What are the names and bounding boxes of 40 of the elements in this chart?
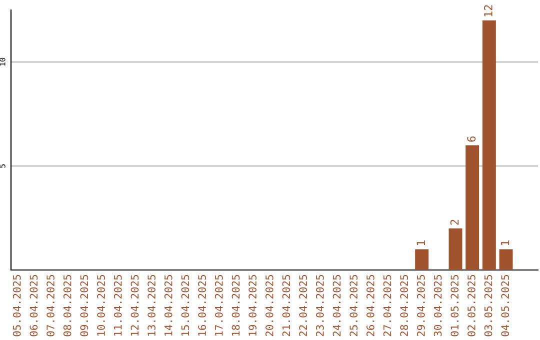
bar	[448, 228, 462, 270]
x-tick-label: 01.05.2025	[450, 275, 459, 336]
x-tick-label: 25.04.2025	[350, 275, 358, 336]
x-tick-label: 05.04.2025	[12, 275, 21, 336]
data-label: 6	[467, 136, 476, 142]
x-tick-label: 06.04.2025	[30, 275, 38, 336]
x-tick-label: 20.04.2025	[265, 275, 274, 336]
x-tick-label: 04.05.2025	[501, 275, 510, 336]
x-tick-label: 16.04.2025	[198, 275, 206, 336]
x-tick-label: 17.04.2025	[214, 275, 223, 336]
x-tick-label: 03.05.2025	[484, 275, 492, 336]
x-tick-label: 30.04.2025	[434, 275, 442, 336]
data-label: 12	[484, 5, 492, 16]
data-label: 2	[450, 220, 459, 225]
data-label: 1	[501, 240, 510, 246]
x-tick-label: 13.04.2025	[148, 275, 156, 336]
x-tick-label: 27.04.2025	[383, 275, 392, 336]
x-tick-label: 19.04.2025	[248, 275, 257, 336]
x-tick-label: 09.04.2025	[80, 275, 88, 336]
bar	[482, 20, 496, 270]
data-label: 1	[416, 240, 425, 246]
x-tick-label: 29.04.2025	[416, 275, 425, 336]
x-tick-label: 10.04.2025	[97, 275, 105, 336]
bar	[415, 249, 429, 270]
x-tick-label: 07.04.2025	[46, 275, 54, 336]
x-tick-label: 18.04.2025	[232, 275, 240, 336]
x-tick-label: 14.04.2025	[164, 275, 172, 336]
x-tick-label: 15.04.2025	[181, 275, 190, 336]
bar	[499, 249, 513, 270]
bar	[466, 145, 480, 270]
x-tick-label: 08.04.2025	[63, 275, 72, 336]
x-tick-label: 02.05.2025	[468, 275, 476, 336]
x-tick-label: 21.04.2025	[282, 275, 290, 336]
x-tick-label: 11.04.2025	[114, 275, 122, 336]
x-tick-label: 23.04.2025	[316, 275, 324, 336]
x-tick-label: 12.04.2025	[130, 275, 139, 336]
x-tick-label: 24.04.2025	[332, 275, 341, 336]
x-tick-label: 28.04.2025	[400, 275, 408, 336]
x-tick-label: 26.04.2025	[366, 275, 374, 336]
x-tick-label: 22.04.2025	[299, 275, 308, 336]
